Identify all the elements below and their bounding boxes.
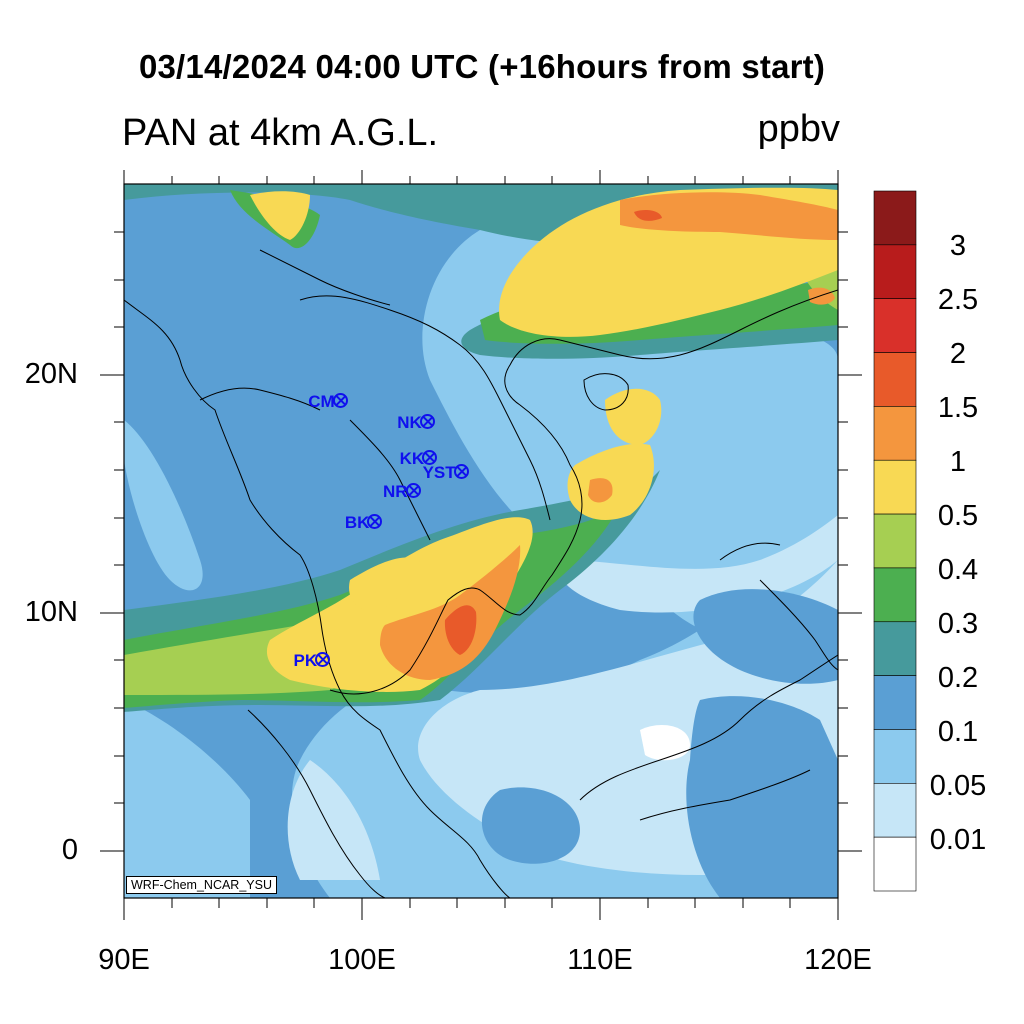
station-label: NR xyxy=(382,482,408,502)
station-nr: NR xyxy=(383,482,421,502)
station-label: CM xyxy=(308,391,335,411)
station-label: YST xyxy=(422,463,456,483)
coastlines xyxy=(124,249,838,898)
colorbar xyxy=(873,190,917,892)
variable-label: PAN at 4km A.G.L. xyxy=(122,112,439,154)
colorbar-label: 0.3 xyxy=(937,608,979,640)
map-frame xyxy=(100,170,862,920)
colorbar-label: 2 xyxy=(949,338,967,370)
y-tick-label: 10N xyxy=(24,596,78,628)
x-tick-label: 100E xyxy=(328,944,396,976)
station-marker-icon xyxy=(315,652,331,668)
colorbar-swatch xyxy=(873,352,917,407)
station-label: KK xyxy=(399,449,425,469)
colorbar-swatch xyxy=(873,783,917,838)
colorbar-label: 2.5 xyxy=(937,284,979,316)
station-marker-icon xyxy=(367,514,383,530)
station-nk: NK xyxy=(397,413,435,433)
colorbar-swatch xyxy=(873,729,917,784)
colorbar-swatch xyxy=(873,567,917,623)
colorbar-swatch xyxy=(873,406,917,461)
station-label: BK xyxy=(344,513,370,533)
station-label: PK xyxy=(293,651,318,671)
station-pk: PK xyxy=(294,651,331,671)
concentration-field xyxy=(124,184,838,898)
colorbar-swatch xyxy=(873,459,917,515)
colorbar-label: 0.5 xyxy=(937,500,979,532)
colorbar-swatch xyxy=(873,836,917,892)
colorbar-swatch xyxy=(873,190,917,246)
colorbar-label: 3 xyxy=(949,230,967,262)
colorbar-swatch xyxy=(873,298,917,353)
station-yst: YST xyxy=(423,463,469,483)
colorbar-label: 0.1 xyxy=(937,716,979,748)
station-marker-icon xyxy=(453,464,469,480)
x-tick-label: 110E xyxy=(567,944,633,976)
x-tick-label: 120E xyxy=(804,944,872,976)
y-tick-label: 20N xyxy=(24,358,78,390)
colorbar-label: 0.05 xyxy=(929,770,987,802)
station-marker-icon xyxy=(419,414,435,430)
station-cm: CM xyxy=(308,391,348,412)
colorbar-swatch xyxy=(873,513,917,569)
x-tick-label: 90E xyxy=(98,944,150,976)
station-marker-icon xyxy=(332,392,348,408)
station-marker-icon xyxy=(405,483,421,499)
station-bk: BK xyxy=(345,513,383,533)
station-kk: KK xyxy=(400,449,438,469)
colorbar-swatch xyxy=(873,675,917,730)
colorbar-swatch xyxy=(873,621,917,676)
model-credit: WRF-Chem_NCAR_YSU xyxy=(126,876,277,894)
station-marker-icon xyxy=(422,450,438,466)
units-label: ppbv xyxy=(757,108,840,150)
colorbar-label: 0.4 xyxy=(937,554,979,586)
map-title: 03/14/2024 04:00 UTC (+16hours from star… xyxy=(138,48,826,85)
y-tick-label: 0 xyxy=(61,834,78,866)
colorbar-swatch xyxy=(873,244,917,299)
colorbar-label: 1 xyxy=(949,446,967,478)
colorbar-label: 1.5 xyxy=(937,392,979,424)
colorbar-label: 0.2 xyxy=(937,662,979,694)
colorbar-label: 0.01 xyxy=(929,824,987,856)
station-label: NK xyxy=(397,413,422,433)
